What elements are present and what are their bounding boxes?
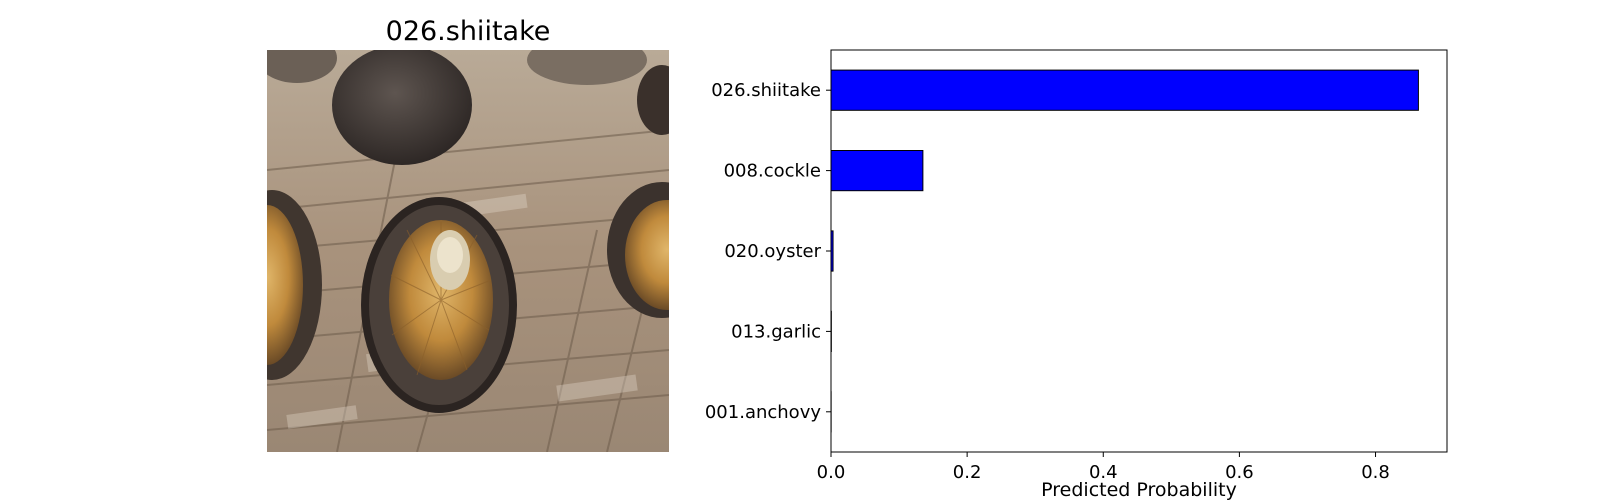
y-tick-label: 020.oyster [724, 241, 821, 262]
x-tick-label: 0.2 [953, 462, 982, 483]
x-axis: 0.0 0.2 0.4 0.6 0.8 [817, 452, 1390, 483]
image-title: 026.shiitake [385, 16, 551, 47]
bars-layer [830, 69, 1419, 433]
y-axis: 026.shiitake 008.cockle 020.oyster 013.garl… [705, 80, 831, 423]
bar-008.cockle [830, 150, 924, 192]
x-tick-label: 0.6 [1225, 462, 1254, 483]
photo-drawing [267, 50, 669, 452]
mushroom-photo [267, 50, 669, 452]
x-axis-label: Predicted Probability [1041, 479, 1237, 500]
y-tick-label: 013.garlic [731, 321, 821, 342]
x-tick-label: 0.8 [1361, 462, 1390, 483]
x-tick-label: 0.4 [1089, 462, 1118, 483]
x-tick-label: 0.0 [817, 462, 846, 483]
y-tick-label: 008.cockle [724, 161, 821, 182]
y-tick-label: 026.shiitake [711, 80, 821, 101]
bar-026.shiitake [830, 69, 1419, 111]
y-tick-label: 001.anchovy [705, 402, 821, 423]
